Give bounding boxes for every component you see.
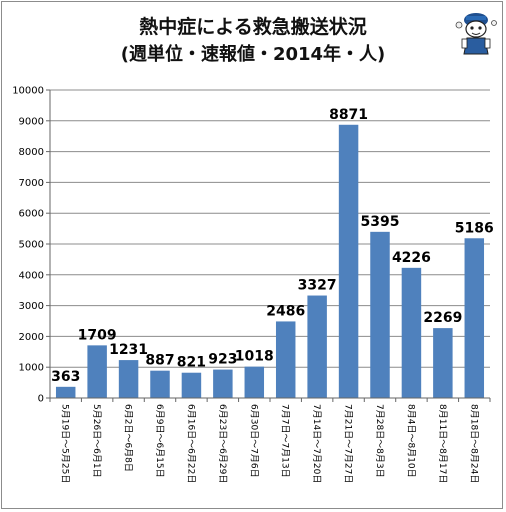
data-label: 1709	[78, 327, 117, 343]
x-tick-label-group: 7月28日〜8月3日	[374, 404, 385, 478]
x-tick-label-group: 7月7日〜7月13日	[280, 404, 291, 478]
x-tick-label: 7月28日〜8月3日	[374, 404, 385, 478]
chart-subtitle: (週単位・速報値・2014年・人)	[120, 44, 386, 65]
x-tick-label: 7月21日〜7月27日	[343, 404, 354, 483]
bar	[370, 231, 390, 398]
x-tick-label: 7月14日〜7月20日	[311, 404, 322, 483]
bar	[118, 360, 139, 398]
x-tick-label: 6月2日〜6月8日	[123, 404, 134, 472]
bar	[433, 328, 453, 398]
bar	[244, 366, 265, 398]
x-tick-label-group: 6月2日〜6月8日	[123, 404, 134, 472]
cartoon-mascot-icon	[455, 13, 497, 55]
x-tick-label: 5月26日〜6月1日	[91, 404, 102, 478]
bar	[213, 369, 233, 398]
x-tick-label-group: 5月26日〜6月1日	[91, 404, 102, 478]
x-tick-label: 6月16日〜6月22日	[185, 404, 196, 483]
bar	[275, 321, 296, 398]
data-label: 5186	[455, 220, 494, 236]
data-label: 2269	[423, 310, 462, 326]
y-axis: 0 1000 2000 3000 4000 5000 6000 7000 8000 9000 100…	[12, 86, 51, 405]
bar	[338, 124, 359, 399]
x-tick-label-group: 5月19日〜5月25日	[60, 404, 71, 483]
data-label: 4226	[392, 250, 431, 266]
x-tick-label: 6月9日〜6月15日	[154, 404, 165, 478]
y-tick-label: 8000	[19, 147, 44, 158]
x-tick-label-group: 8月11日〜8月17日	[437, 404, 448, 483]
x-tick-label: 8月18日〜8月24日	[468, 404, 479, 483]
bar	[307, 295, 327, 398]
data-label: 2486	[266, 303, 305, 319]
x-tick-label: 7月7日〜7月13日	[280, 404, 291, 478]
data-label: 923	[208, 352, 237, 368]
data-label: 1018	[235, 349, 274, 365]
x-tick-label-group: 6月30日〜7月6日	[248, 404, 259, 478]
bar	[55, 386, 76, 398]
y-tick-label: 10000	[12, 86, 44, 97]
y-tick-label: 0	[38, 394, 44, 405]
x-axis: 5月19日〜5月25日 5月26日〜6月1日 6月2日〜6月8日 6月9日〜6月15日…	[49, 397, 491, 483]
y-tick-label: 3000	[19, 301, 44, 312]
x-tick-label-group: 6月23日〜6月29日	[217, 404, 228, 483]
data-label: 363	[51, 369, 80, 385]
data-label: 3327	[298, 278, 337, 294]
data-label: 5395	[361, 214, 400, 230]
x-tick-label-group: 7月14日〜7月20日	[311, 404, 322, 483]
bars	[55, 124, 485, 399]
x-tick-label: 8月4日〜8月10日	[405, 404, 416, 478]
data-label: 1231	[109, 342, 148, 358]
data-label: 887	[145, 353, 174, 369]
y-tick-label: 2000	[19, 332, 44, 343]
x-tick-label: 8月11日〜8月17日	[437, 404, 448, 483]
bar	[401, 267, 422, 398]
y-tick-label: 5000	[19, 240, 44, 251]
x-tick-label-group: 7月21日〜7月27日	[343, 404, 354, 483]
data-label: 821	[177, 355, 206, 371]
y-tick-label: 9000	[19, 116, 44, 127]
x-tick-label-group: 8月18日〜8月24日	[468, 404, 479, 483]
bar	[87, 345, 107, 398]
chart-title: 熱中症による救急搬送状況	[139, 16, 367, 38]
bar	[150, 370, 170, 398]
bar	[464, 238, 485, 398]
data-label: 8871	[329, 107, 368, 123]
bar	[181, 372, 202, 398]
y-tick-label: 6000	[19, 209, 44, 220]
y-tick-label: 4000	[19, 270, 44, 281]
x-tick-label-group: 6月16日〜6月22日	[185, 404, 196, 483]
y-tick-label: 7000	[19, 178, 44, 189]
y-tick-label: 1000	[19, 363, 44, 374]
x-tick-label: 5月19日〜5月25日	[60, 404, 71, 483]
x-tick-label: 6月30日〜7月6日	[248, 404, 259, 478]
x-tick-label: 6月23日〜6月29日	[217, 404, 228, 483]
x-tick-label-group: 8月4日〜8月10日	[405, 404, 416, 478]
x-tick-label-group: 6月9日〜6月15日	[154, 404, 165, 478]
